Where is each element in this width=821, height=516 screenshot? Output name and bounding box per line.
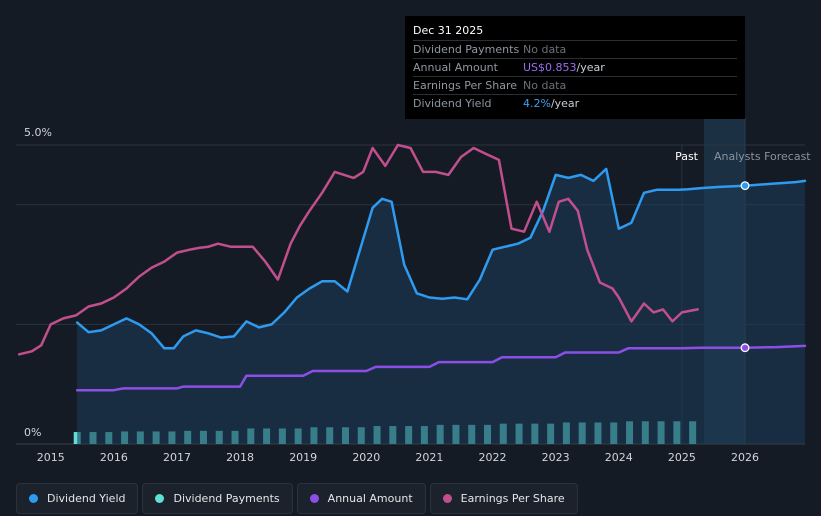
x-tick-label: 2023 [542,451,570,464]
tooltip-date: Dec 31 2025 [413,24,484,37]
x-tick-label: 2018 [226,451,254,464]
series-lines [17,143,807,392]
tooltip-label: Earnings Per Share [413,79,518,92]
dividend-chart: 5.0% 0% Past Analysts Forecast 2015 2016 2… [16,115,811,464]
legend: Dividend Yield Dividend Payments Annual … [16,483,578,515]
tooltip-label: Annual Amount [413,61,498,74]
dividend-yield-dot-icon [29,494,38,503]
annual-amount-line [75,344,807,392]
tooltip-unit: /year [550,97,580,110]
legend-label: Dividend Payments [173,492,280,505]
annual-amount-dot-icon [309,494,319,503]
earnings-per-share-line [17,143,699,356]
x-tick-label: 2015 [37,451,65,464]
legend-item-dividend-payments[interactable]: Dividend Payments [142,483,293,514]
tooltip-row-annual-amount: Annual Amount US$0.853/year [413,58,737,76]
x-tick-label: 2020 [352,451,380,464]
legend-item-annual-amount[interactable]: Annual Amount [296,483,426,514]
y-axis-top-label: 5.0% [24,126,52,139]
tooltip-label: Dividend Payments [413,43,520,56]
tooltip-value: US$0.853 [523,61,577,74]
tooltip-value: 4.2% [523,97,551,110]
dividend-yield-marker [740,181,750,191]
area-fills [77,168,805,444]
x-tick-label: 2021 [415,451,443,464]
x-tick-label: 2022 [479,451,507,464]
y-axis-bottom-label: 0% [24,426,41,439]
tooltip: Dec 31 2025 Dividend Payments No data An… [405,16,745,119]
annual-amount-marker [740,343,750,353]
x-axis-ticks: 2015 2016 2017 2018 2019 2020 2021 2022 2023 2024… [37,451,759,464]
x-tick-label: 2025 [668,451,696,464]
forecast-label: Analysts Forecast [714,150,811,163]
tooltip-label: Dividend Yield [413,97,492,110]
dividend-yield-line [75,167,807,350]
legend-item-dividend-yield[interactable]: Dividend Yield [16,483,139,514]
legend-label: Earnings Per Share [460,492,565,505]
tooltip-row-dividend-payments: Dividend Payments No data [413,40,737,58]
past-label: Past [675,150,699,163]
hover-markers [740,181,750,353]
x-tick-label: 2026 [731,451,759,464]
x-tick-label: 2024 [605,451,633,464]
x-tick-label: 2016 [100,451,128,464]
x-tick-label: 2019 [289,451,317,464]
dividend-payments-dot-icon [155,494,165,503]
tooltip-row-eps: Earnings Per Share No data [413,76,737,94]
eps-dot-icon [442,494,452,503]
dividend-yield-area [77,168,805,444]
legend-item-eps[interactable]: Earnings Per Share [429,483,578,514]
tooltip-value: No data [523,79,567,92]
x-tick-label: 2017 [163,451,191,464]
tooltip-unit: /year [576,61,605,74]
tooltip-row-dividend-yield: Dividend Yield 4.2%/year [413,94,737,112]
tooltip-value: No data [523,43,567,56]
legend-label: Dividend Yield [47,492,126,505]
legend-label: Annual Amount [327,492,413,505]
